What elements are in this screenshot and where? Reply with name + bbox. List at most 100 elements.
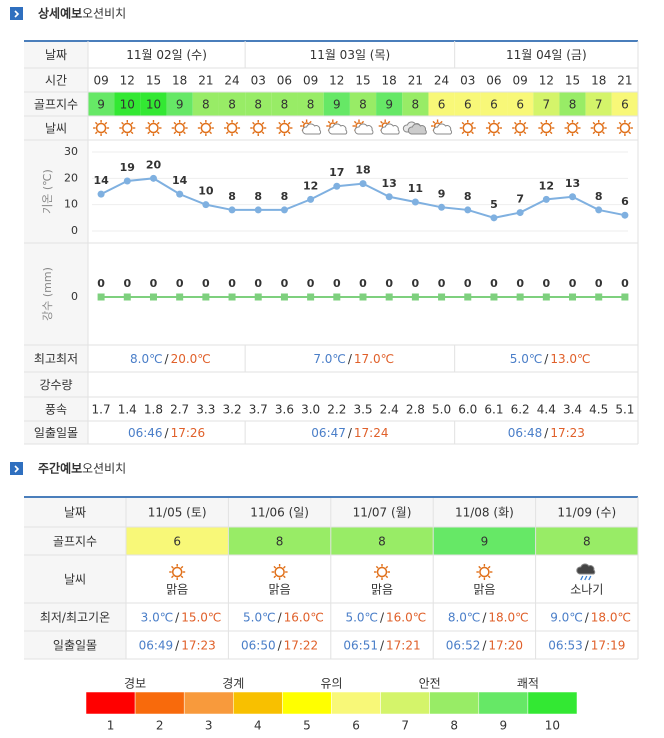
icon-ray [121,121,124,125]
wind: 6.2 [511,403,530,417]
high: 16.0℃ [386,611,426,625]
data-label: 8 [595,190,603,203]
icon-ray [523,121,527,125]
day: 11/07 (월) [353,506,412,520]
time: 09 [303,74,318,88]
weather: 맑음 [166,583,188,597]
point [411,293,419,301]
icon-ray [273,565,277,569]
point [621,293,629,301]
icon-ray [549,121,553,125]
icon-ray [94,131,98,135]
low: 06:46 [128,426,163,440]
legend-swatch [478,691,529,715]
legend-number: 7 [401,719,409,733]
time: 18 [591,74,606,88]
row-label: 최고최저 [34,352,78,366]
icon-ray [461,121,465,125]
high: 17:23 [181,639,216,653]
icon-ray [147,121,151,125]
icon-ray [225,131,229,135]
wind: 1.8 [144,403,163,417]
data-label: 12 [303,179,318,192]
golf-index: 8 [583,535,591,549]
golf-index: 9 [97,98,105,112]
golf-cell [88,92,115,116]
divider: / [175,611,180,625]
legend-swatch [429,691,480,715]
icon-sun [514,122,526,134]
point [490,293,498,301]
icon-ray [278,121,282,125]
time: 15 [146,74,161,88]
icon-ray [575,121,579,125]
legend-swatch [134,691,185,715]
golf-cell [349,92,377,116]
row-label: 날짜 [64,506,86,520]
golf-cell [535,527,638,555]
icon-ray [301,120,305,124]
icon-sun [274,566,285,578]
data-label: 5 [490,198,498,211]
golf-cell [228,527,331,555]
icon-sun [171,566,183,578]
low: 8.0℃ [130,352,163,366]
data-label: 11 [408,182,423,195]
low: 06:47 [311,426,346,440]
data-label: 9 [438,187,446,200]
time: 18 [172,74,187,88]
weather: 맑음 [371,583,393,597]
legend-swatch [233,691,283,715]
icon-ray [308,120,312,124]
golf-cell [480,92,508,116]
y-tick-label: 0 [71,290,78,303]
day: 11/05 (토) [148,506,207,520]
icon-ray [282,575,286,579]
data-label: 0 [97,277,105,290]
point [542,293,550,301]
point [333,182,341,190]
time: 21 [408,74,423,88]
icon-sun [479,566,490,578]
legend-swatch [380,691,430,715]
divider: / [165,426,170,440]
icon-ray [171,575,174,579]
y-tick-label: 30 [64,145,78,158]
golf-cell [114,92,141,116]
icon-ray [497,121,501,125]
data-label: 7 [516,193,524,206]
point [464,293,472,301]
point [254,206,262,214]
low: 06:50 [241,639,276,653]
data-label: 0 [176,277,184,290]
legend-number: 9 [500,719,508,733]
low: 06:52 [446,639,481,653]
golf-cell [330,527,434,555]
y-axis-label: 기온 (℃) [41,169,54,214]
legend-number: 3 [205,719,213,733]
icon-ray [566,121,570,125]
time: 12 [539,74,554,88]
golf-cell [126,527,229,555]
y-axis-label: 강수 (mm) [41,267,54,321]
divider: / [482,639,487,653]
wind: 6.0 [458,403,477,417]
icon-ray [252,121,255,125]
row-label: 골프지수 [53,535,97,549]
icon-ray [180,575,184,579]
icon-ray [487,131,491,135]
golf-cell [323,92,350,116]
icon-ray [628,121,632,125]
icon-sun [593,122,604,134]
icon-sun [488,122,500,134]
wind: 3.2 [223,403,242,417]
high: 20.0℃ [171,352,211,366]
golf-cell [376,92,403,116]
icon-ray [461,131,465,135]
icon-ray [173,131,177,135]
low: 06:49 [139,639,174,653]
icon-ray [252,131,255,135]
point [228,206,236,214]
data-label: 6 [621,195,629,208]
high: 17:24 [354,426,389,440]
